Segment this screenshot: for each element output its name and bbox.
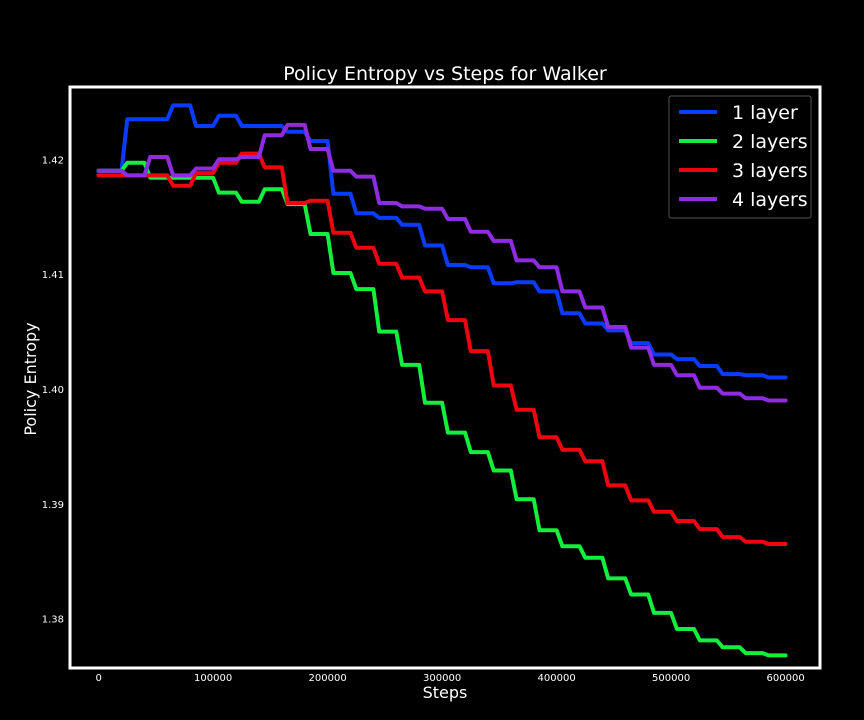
legend-box <box>668 95 812 219</box>
y-axis-label: Policy Entropy <box>21 322 40 435</box>
legend-label: 2 layers <box>732 131 808 153</box>
y-tick-label: 1.38 <box>42 615 64 626</box>
series-line-2 <box>96 160 788 658</box>
y-tick-label: 1.40 <box>42 385 64 396</box>
y-tick-label: 1.41 <box>42 270 64 281</box>
y-tick-label: 1.42 <box>42 155 64 166</box>
y-tick-label: 1.39 <box>42 500 64 511</box>
x-tick-label: 300000 <box>423 673 461 684</box>
x-axis-ticks: 0 100000 200000 300000 400000 500000 600000 <box>95 673 804 684</box>
chart-title: Policy Entropy vs Steps for Walker <box>283 63 607 85</box>
legend-label: 1 layer <box>732 102 798 124</box>
x-tick-label: 200000 <box>309 673 347 684</box>
series-line-1 <box>96 103 788 380</box>
series-line-4 <box>96 122 788 403</box>
x-tick-label: 500000 <box>652 673 690 684</box>
legend-label: 3 layers <box>732 160 808 182</box>
x-axis-label: Steps <box>423 683 468 702</box>
x-tick-label: 600000 <box>767 673 805 684</box>
series-layer <box>96 103 788 658</box>
legend: 1 layer 2 layers 3 layers 4 layers <box>668 95 812 219</box>
y-axis-ticks: 1.38 1.39 1.40 1.41 1.42 <box>42 155 64 625</box>
x-tick-label: 400000 <box>538 673 576 684</box>
x-tick-label: 100000 <box>194 673 232 684</box>
legend-label: 4 layers <box>732 189 808 211</box>
x-tick-label: 0 <box>95 673 101 684</box>
